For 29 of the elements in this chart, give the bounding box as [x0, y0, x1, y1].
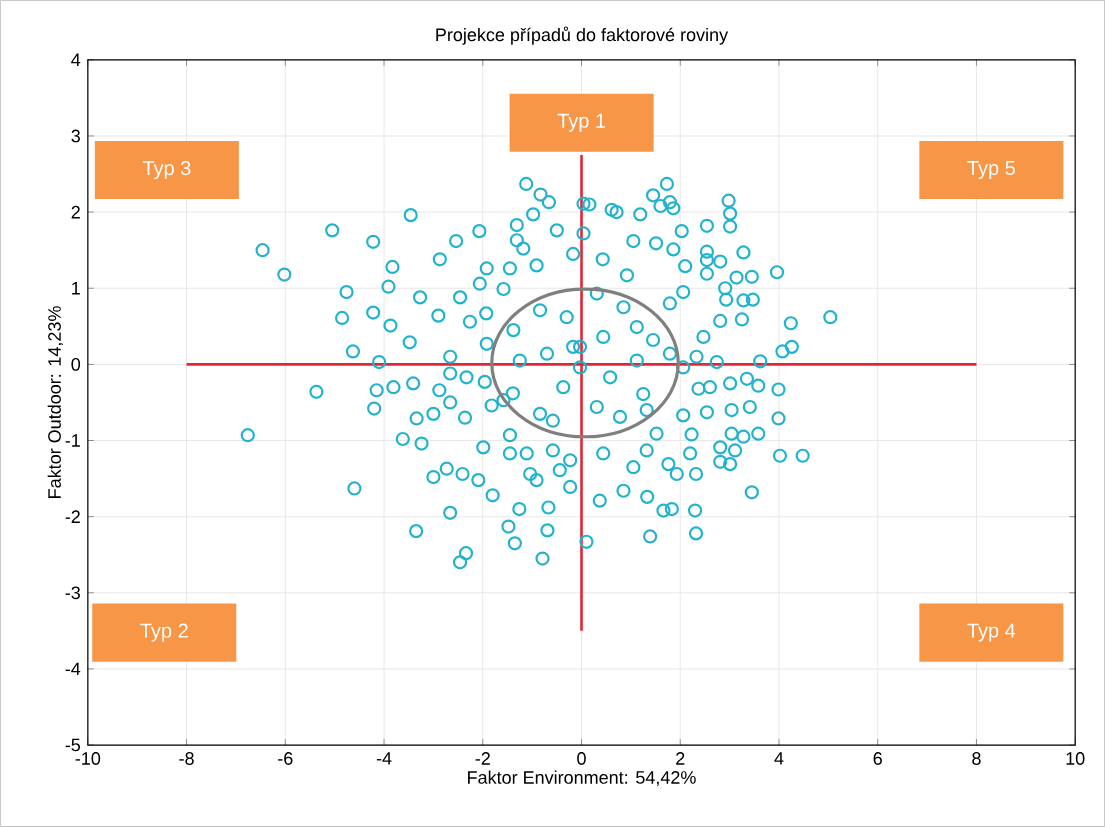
annotation: Typ 5: [967, 161, 1015, 180]
x-axis-title: Faktor Environment: 54,42%: [468, 770, 696, 786]
y-axis-title: Faktor Outdoor: 14,23%: [47, 306, 64, 498]
annotation: Typ 4: [967, 623, 1016, 642]
annotation: Typ 2: [140, 623, 188, 642]
x-tick-label: 4: [774, 752, 784, 765]
x-tick-label: -4: [376, 752, 392, 765]
y-tick-label: 1: [72, 282, 80, 295]
x-tick-label: -8: [179, 752, 194, 765]
x-tick-label: -10: [75, 752, 101, 765]
annotation: Typ 3: [142, 161, 191, 180]
y-tick-label: -2: [65, 510, 80, 523]
chart-title: Projekce případů do faktorové roviny: [436, 26, 729, 45]
x-tick-label: 6: [873, 752, 882, 765]
y-tick-label: 3: [71, 129, 80, 143]
y-tick-label: -1: [65, 434, 80, 447]
x-tick-label: 10: [1066, 752, 1085, 765]
y-tick-label: -3: [65, 586, 80, 600]
y-tick-label: 4: [71, 53, 81, 67]
x-tick-label: -6: [278, 752, 293, 765]
y-tick-label: -5: [65, 738, 81, 752]
x-tick-label: 8: [972, 752, 981, 765]
y-tick-label: -4: [65, 662, 81, 676]
x-tick-label: -2: [475, 752, 490, 765]
y-tick-label: 2: [71, 205, 80, 219]
x-tick-label: 0: [577, 752, 586, 765]
x-tick-label: 2: [676, 752, 685, 765]
y-tick-label: 0: [71, 358, 81, 371]
annotation: Typ 1: [557, 113, 606, 132]
